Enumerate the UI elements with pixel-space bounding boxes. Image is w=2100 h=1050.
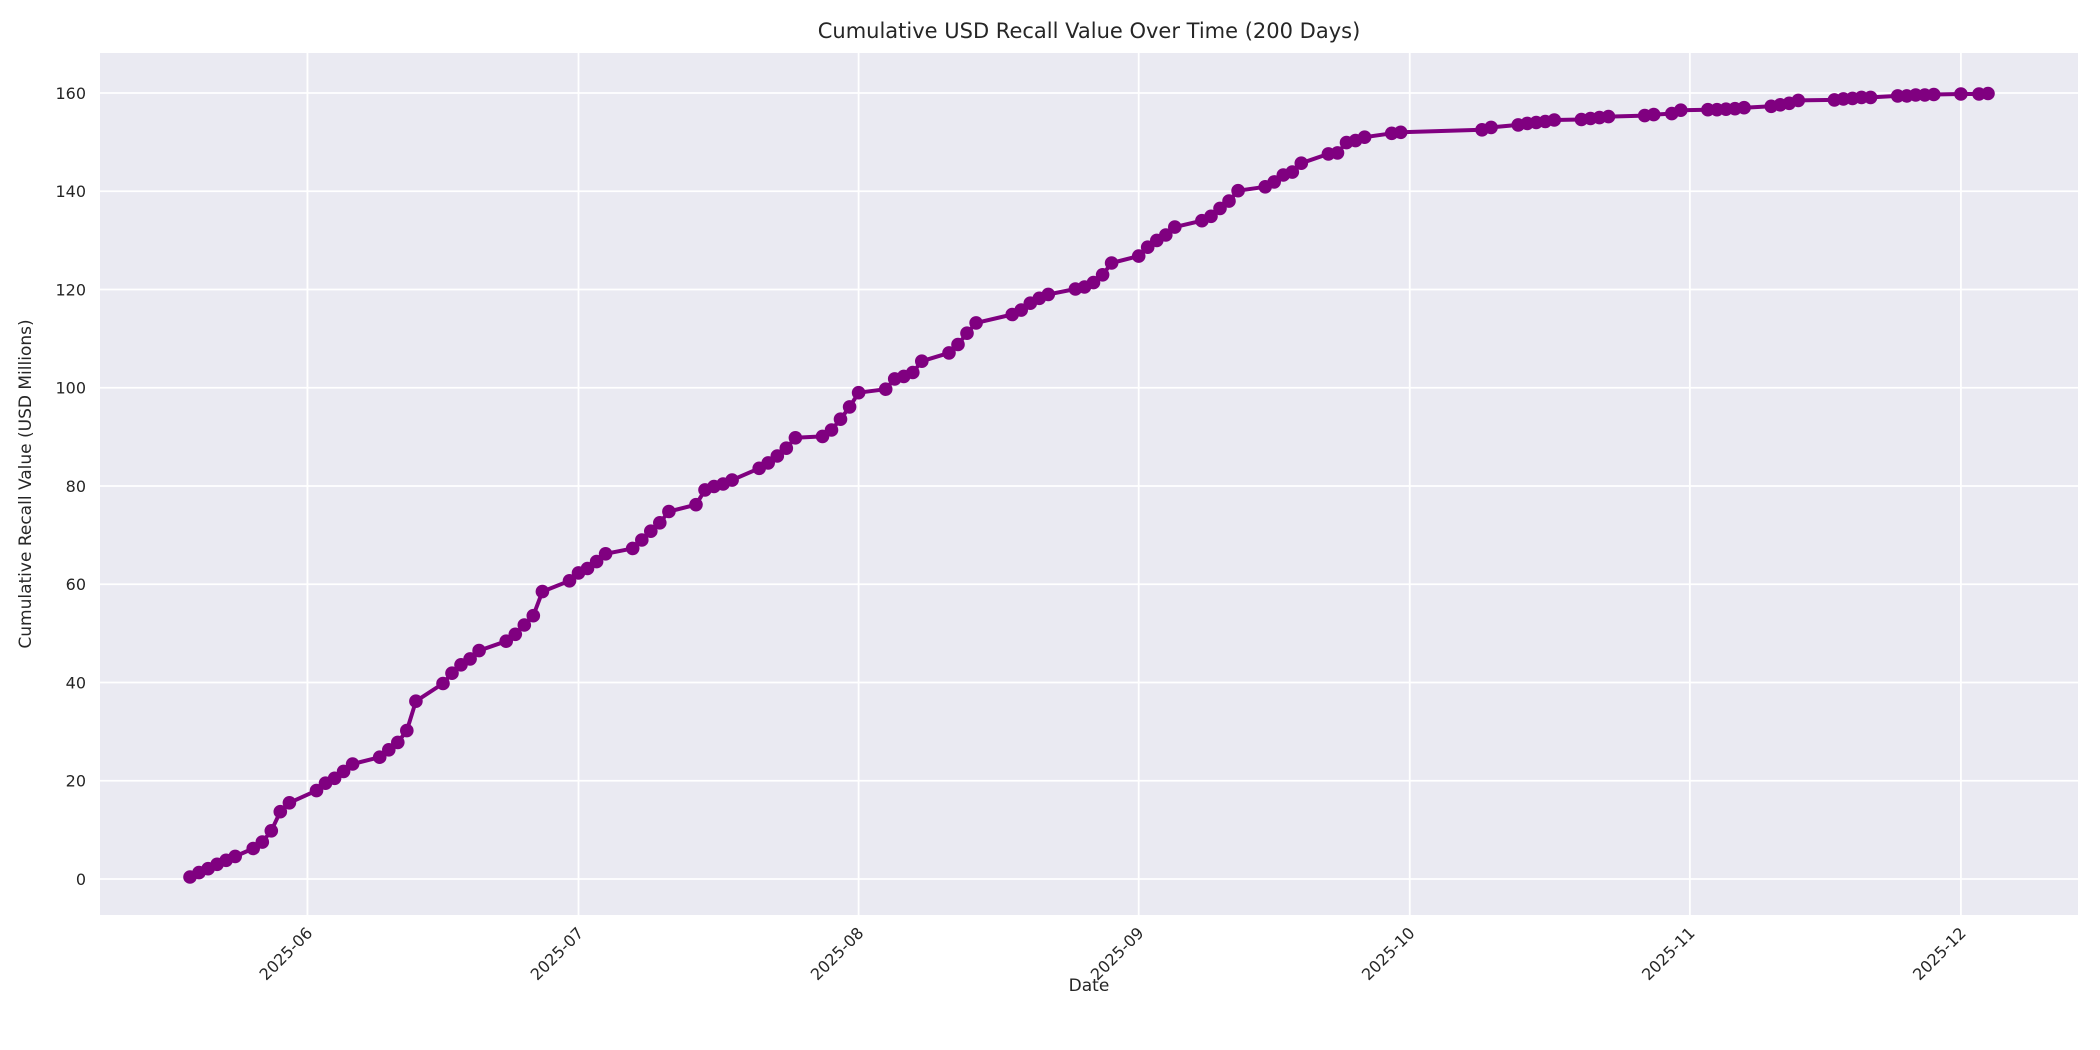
data-point [445, 666, 459, 680]
data-point [1131, 249, 1146, 263]
data-point [526, 608, 541, 623]
y-tick-label: 20 [66, 772, 86, 791]
x-tick-label: 2025-10 [1358, 923, 1419, 984]
x-axis-label: Date [1069, 976, 1110, 996]
data-point [1159, 228, 1173, 242]
data-point [1086, 275, 1101, 290]
data-point [400, 723, 414, 738]
x-tick-label: 2025-12 [1909, 923, 1970, 984]
data-point [1791, 93, 1806, 108]
data-point [1393, 125, 1408, 140]
data-point [1927, 87, 1941, 102]
data-point [589, 554, 604, 569]
data-point [635, 533, 649, 547]
data-point [1674, 103, 1688, 117]
data-point [851, 385, 866, 400]
y-tick-label: 160 [55, 84, 86, 103]
data-point [282, 796, 297, 810]
data-point [598, 547, 613, 561]
data-point [625, 541, 640, 556]
data-point [942, 346, 956, 360]
data-point [1954, 87, 1968, 101]
data-point [255, 835, 270, 849]
data-point [562, 574, 577, 588]
data-point [689, 497, 703, 512]
data-series [183, 86, 1995, 884]
data-point [382, 743, 396, 757]
data-point [788, 431, 803, 445]
data-point [1104, 256, 1119, 270]
data-point [273, 804, 288, 819]
data-point [463, 652, 477, 666]
data-point [770, 449, 785, 463]
x-tick-label: 2025-06 [256, 923, 317, 984]
data-point [906, 365, 920, 380]
x-tick-label: 2025-07 [527, 923, 588, 984]
data-point [1981, 86, 1995, 101]
data-point [264, 824, 279, 838]
data-point [1484, 120, 1498, 135]
data-point [1357, 130, 1372, 144]
data-point [842, 400, 857, 414]
y-tick-label: 0 [76, 870, 86, 889]
data-point [951, 337, 965, 352]
data-point [833, 412, 848, 427]
y-tick-label: 60 [66, 575, 86, 594]
data-point [824, 423, 839, 437]
data-point [915, 354, 929, 369]
y-tick-label: 140 [55, 182, 86, 201]
grid-lines [100, 53, 2078, 915]
y-tick-label: 120 [55, 280, 86, 299]
data-point [309, 783, 324, 798]
data-point [336, 764, 351, 779]
chart-title: Cumulative USD Recall Value Over Time (2… [818, 19, 1361, 43]
data-point [1231, 183, 1245, 198]
data-point [1168, 220, 1182, 234]
data-point [779, 441, 794, 456]
data-point [653, 516, 667, 530]
data-point [372, 750, 387, 764]
data-point [409, 694, 423, 708]
data-point [1285, 165, 1300, 179]
data-point [436, 676, 450, 691]
y-tick-label: 40 [66, 673, 86, 692]
data-point [1294, 156, 1309, 170]
data-point [1737, 100, 1751, 115]
data-point [1646, 107, 1661, 122]
data-point [472, 643, 486, 658]
data-point [662, 504, 676, 519]
data-point [1041, 287, 1056, 302]
x-tick-label: 2025-11 [1638, 923, 1699, 984]
x-tick-label: 2025-09 [1087, 923, 1148, 984]
data-point [1095, 268, 1110, 282]
plot-area [100, 53, 2078, 915]
data-point [969, 316, 983, 330]
y-tick-label: 100 [55, 379, 86, 398]
data-point [878, 382, 893, 397]
data-point [1863, 90, 1878, 105]
data-point [960, 326, 974, 341]
data-point [1204, 209, 1218, 224]
data-point [508, 627, 523, 642]
data-point [644, 524, 658, 538]
data-point [1547, 113, 1562, 127]
data-point [517, 618, 532, 632]
x-tick-label: 2025-08 [807, 923, 868, 984]
data-point [535, 584, 550, 599]
y-axis-label: Cumulative Recall Value (USD Millions) [16, 319, 36, 648]
data-point [345, 757, 360, 771]
data-point [1601, 109, 1616, 124]
data-point [1222, 194, 1236, 208]
y-tick-label: 80 [66, 477, 86, 496]
data-point [1213, 201, 1227, 216]
data-point [725, 473, 739, 487]
data-point [228, 849, 242, 864]
data-point [391, 735, 405, 750]
data-point [1330, 146, 1345, 160]
